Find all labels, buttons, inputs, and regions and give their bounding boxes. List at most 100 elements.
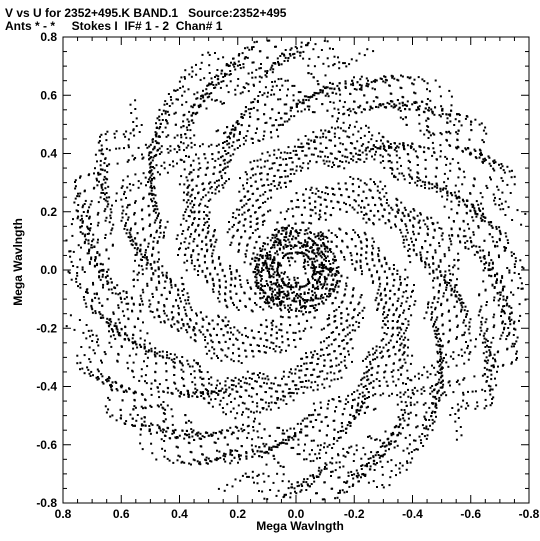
uv-point [295, 169, 298, 172]
uv-point [178, 248, 180, 251]
uv-point [303, 285, 306, 288]
uv-point [98, 254, 101, 257]
uv-point [426, 434, 429, 437]
uv-point [367, 378, 370, 381]
uv-point [411, 389, 414, 392]
uv-point [90, 244, 93, 246]
uv-point [212, 290, 215, 293]
uv-point [310, 95, 313, 98]
uv-point [325, 416, 328, 418]
uv-point [380, 203, 383, 206]
uv-point [152, 248, 155, 250]
uv-point [157, 275, 160, 278]
uv-point [92, 283, 95, 286]
uv-point [154, 211, 157, 214]
uv-point [143, 238, 146, 241]
uv-point [335, 245, 338, 248]
uv-point [211, 261, 214, 264]
uv-point [263, 184, 266, 187]
uv-point [375, 296, 378, 299]
uv-point [321, 103, 324, 106]
uv-point [430, 415, 433, 417]
uv-point [475, 200, 478, 203]
uv-point [485, 350, 488, 353]
uv-point [263, 344, 265, 347]
uv-point [219, 399, 222, 402]
uv-point [323, 198, 326, 201]
uv-point [351, 405, 354, 407]
uv-point [254, 180, 257, 183]
uv-point [299, 293, 302, 296]
uv-point [290, 391, 293, 394]
uv-point [131, 244, 134, 247]
uv-point [165, 297, 168, 300]
uv-point [199, 103, 202, 106]
uv-point [429, 386, 432, 389]
uv-point [246, 182, 248, 185]
uv-point [317, 237, 320, 240]
uv-point [207, 378, 210, 380]
uv-point [166, 220, 169, 223]
uv-point [229, 283, 232, 286]
uv-point [281, 316, 284, 319]
uv-point [339, 151, 341, 153]
uv-point [366, 397, 369, 399]
uv-point [435, 397, 438, 400]
uv-point [399, 228, 402, 231]
uv-point [385, 192, 388, 195]
uv-point [263, 165, 266, 168]
uv-point [261, 184, 264, 187]
uv-point [192, 429, 195, 432]
uv-point [128, 203, 131, 206]
uv-point [228, 178, 230, 181]
uv-point [114, 292, 117, 295]
uv-point [317, 413, 320, 416]
uv-point [430, 306, 433, 309]
uv-point [332, 279, 335, 282]
uv-point [213, 348, 216, 351]
uv-point [130, 227, 132, 230]
uv-point [268, 446, 271, 449]
uv-point [278, 181, 281, 184]
uv-point [375, 96, 378, 99]
uv-point [243, 402, 246, 405]
uv-point [249, 262, 252, 265]
uv-point [203, 261, 206, 264]
uv-point [406, 231, 409, 234]
x-tick-label: -0.8 [519, 507, 540, 521]
uv-point [300, 386, 303, 388]
uv-point [96, 262, 99, 265]
uv-point [143, 256, 146, 259]
uv-point [330, 331, 333, 334]
uv-point [312, 353, 315, 356]
uv-point [343, 293, 346, 296]
uv-point [281, 335, 284, 338]
uv-point [310, 139, 313, 142]
uv-point [373, 158, 376, 161]
uv-point [238, 395, 241, 398]
uv-point [407, 167, 410, 170]
uv-point [233, 397, 236, 400]
uv-point [323, 364, 325, 367]
uv-point [241, 206, 244, 209]
uv-point [315, 255, 317, 257]
uv-point [380, 454, 383, 457]
uv-point [432, 269, 435, 272]
uv-point [436, 186, 439, 189]
uv-point [401, 364, 404, 367]
uv-point [408, 305, 411, 308]
uv-point [264, 332, 267, 335]
uv-point [366, 370, 369, 373]
uv-point [456, 132, 459, 135]
uv-point [425, 119, 428, 122]
uv-point [223, 162, 226, 165]
uv-point [181, 364, 184, 367]
uv-point [450, 208, 453, 211]
uv-point [248, 237, 251, 240]
uv-point [226, 377, 229, 380]
uv-point [340, 312, 343, 315]
uv-point [345, 232, 348, 235]
uv-point [192, 250, 195, 253]
uv-point [191, 200, 193, 203]
uv-point [297, 157, 300, 160]
